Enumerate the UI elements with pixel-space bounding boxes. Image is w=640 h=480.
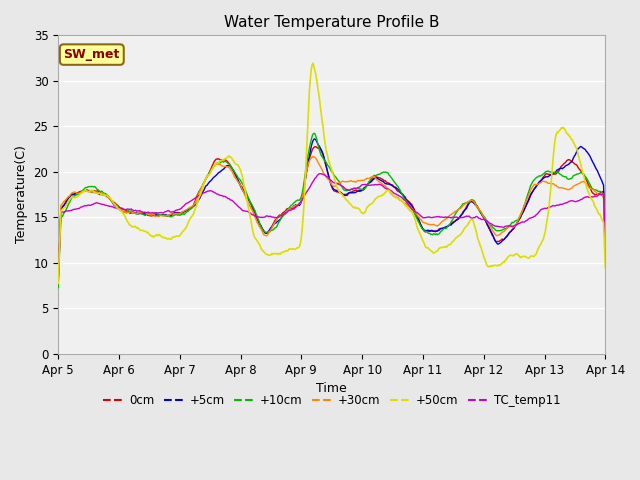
X-axis label: Time: Time [316, 382, 347, 395]
Title: Water Temperature Profile B: Water Temperature Profile B [224, 15, 440, 30]
Legend: 0cm, +5cm, +10cm, +30cm, +50cm, TC_temp11: 0cm, +5cm, +10cm, +30cm, +50cm, TC_temp1… [98, 389, 565, 411]
Text: SW_met: SW_met [63, 48, 120, 61]
Y-axis label: Temperature(C): Temperature(C) [15, 145, 28, 243]
